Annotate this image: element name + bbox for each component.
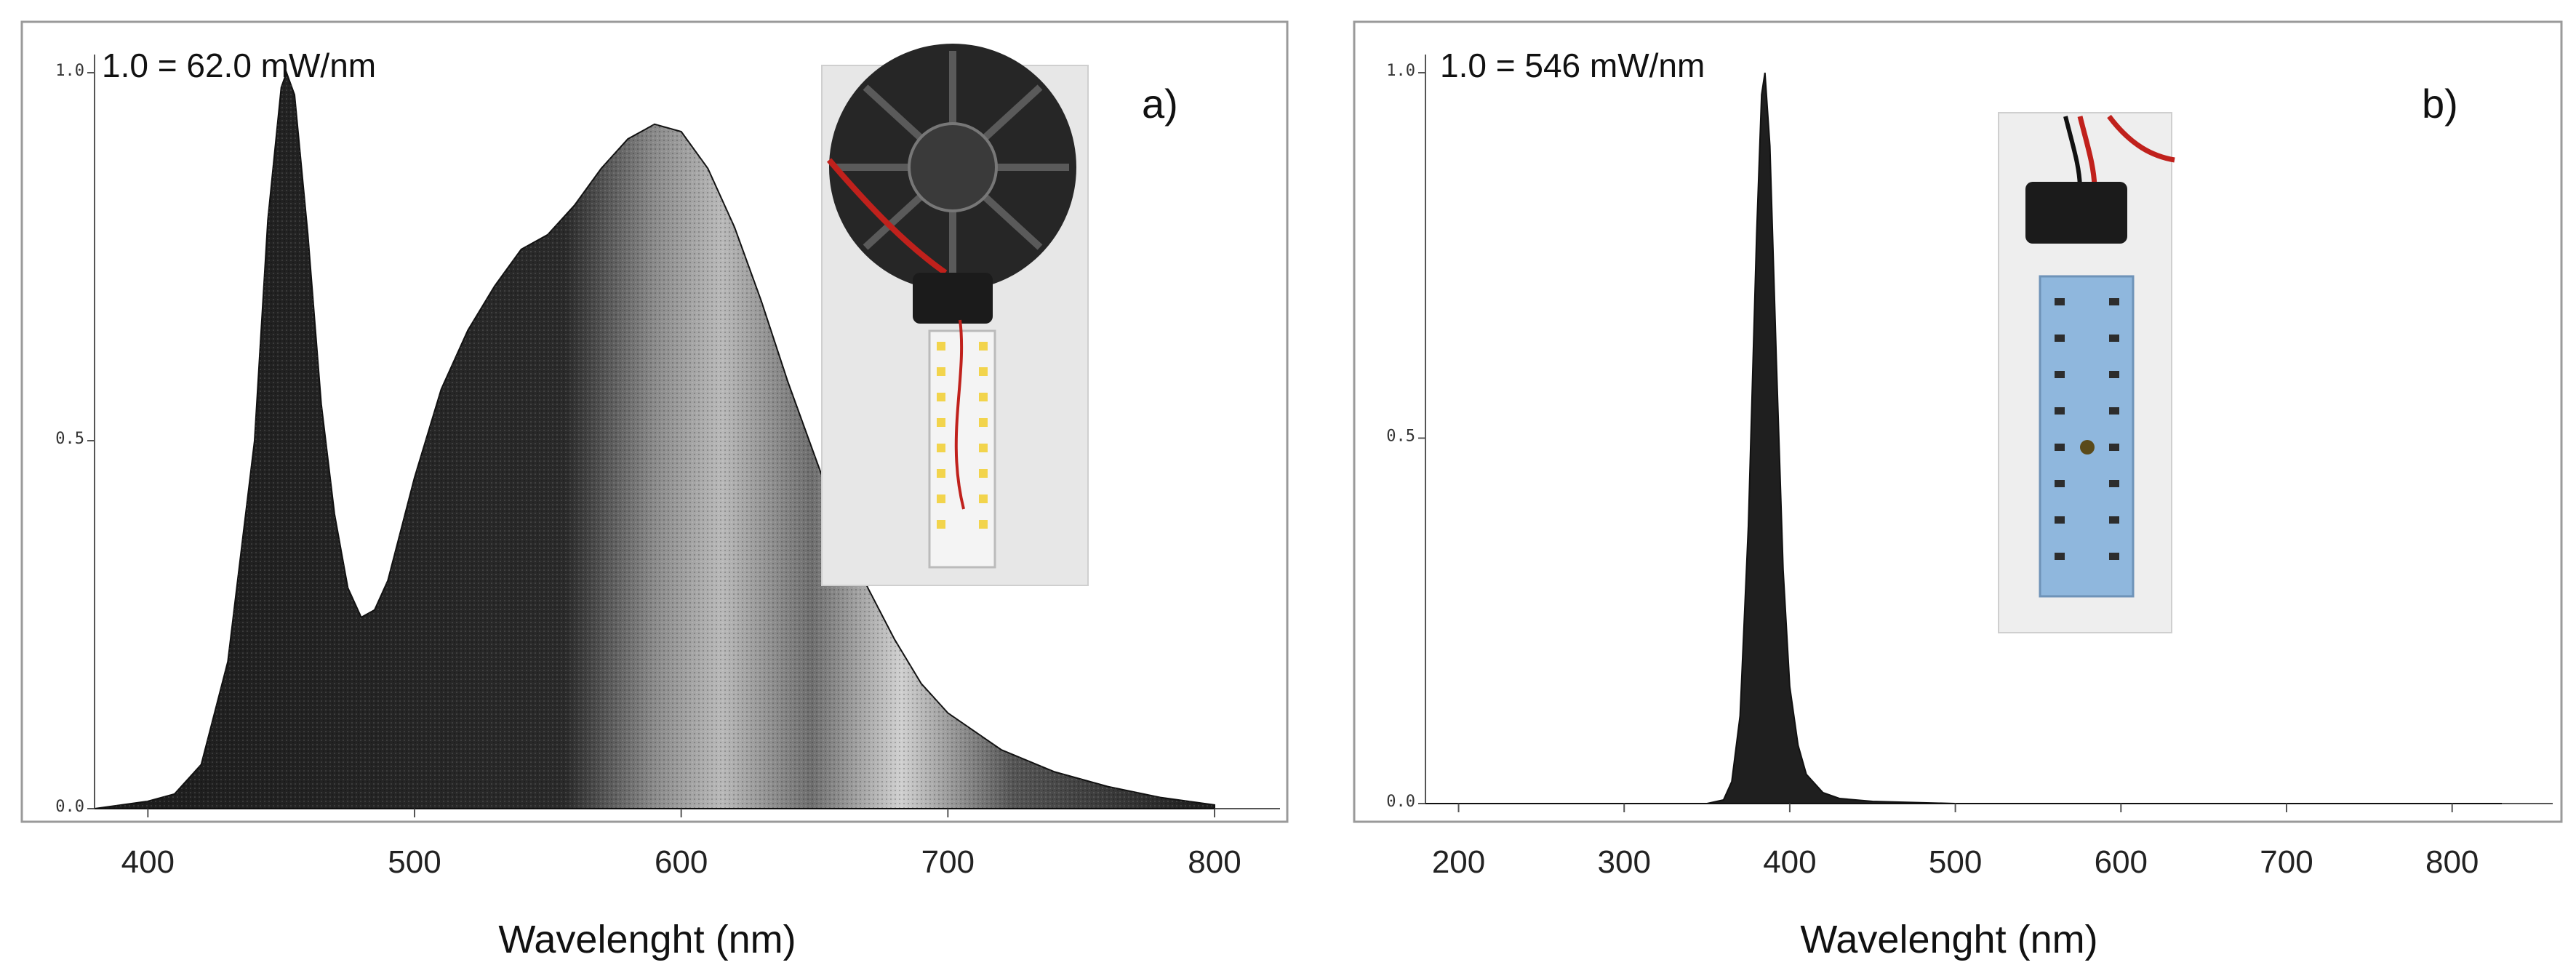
y-ticks-b: 0.0 0.5 1.0 [1386,62,1425,811]
x-axis-title-b: Wavelenght (nm) [1800,918,2097,961]
spectrum-area-b [1425,72,2502,804]
area-layer-b [1425,72,2502,804]
spectrum-texture-a [95,73,1215,809]
x-tick-label-b-200: 200 [1432,844,1485,880]
plot-frame-a [20,20,1289,823]
driver-connector-icon [913,273,993,324]
x-tick-label-b-800: 800 [2425,844,2479,880]
scale-note-a: 1.0 = 62.0 mW/nm [102,47,376,84]
panel-tag-b: b) [2422,81,2458,127]
x-axis-title-a: Wavelenght (nm) [498,918,796,961]
inset-photo-a [821,44,1089,586]
y-tick-label-a-0: 0.0 [55,798,84,816]
panel-a: 400 500 600 700 800 0.0 0.5 1.0 1.0 = 62.0 mW/… [20,20,1289,961]
panel-tag-a: a) [1142,81,1178,127]
x-tick-label-a-700: 700 [921,844,975,880]
y-tick-label-a-1: 0.5 [55,430,84,448]
x-tick-label-b-700: 700 [2260,844,2313,880]
connector-icon [2025,182,2127,244]
x-tick-label-a-600: 600 [655,844,708,880]
plot-frame-b [1353,20,2563,823]
y-tick-label-b-0: 0.0 [1386,793,1415,811]
panel-b: 200 300 400 500 600 700 800 0.0 0.5 1.0 1.0 = 54… [1353,20,2563,961]
x-tick-label-b-400: 400 [1763,844,1816,880]
y-tick-label-a-2: 1.0 [55,62,84,80]
area-layer-a [94,71,1215,809]
x-tick-label-a-500: 500 [388,844,441,880]
x-tick-label-a-400: 400 [121,844,175,880]
scale-note-b: 1.0 = 546 mW/nm [1440,47,1705,84]
x-tick-label-b-600: 600 [2095,844,2148,880]
x-ticks-b: 200 300 400 500 600 700 800 [1432,804,2479,880]
x-tick-label-b-300: 300 [1598,844,1651,880]
uv-led-board-icon [2039,275,2135,598]
y-tick-label-b-2: 1.0 [1386,62,1415,80]
x-ticks-a: 400 500 600 700 800 [121,809,1241,880]
heatsink-icon [829,44,1076,291]
y-ticks-a: 0.0 0.5 1.0 [55,62,95,816]
x-tick-label-b-500: 500 [1929,844,1982,880]
y-tick-label-b-1: 0.5 [1386,428,1415,446]
inset-photo-b [1998,112,2175,633]
x-tick-label-a-800: 800 [1188,844,1241,880]
